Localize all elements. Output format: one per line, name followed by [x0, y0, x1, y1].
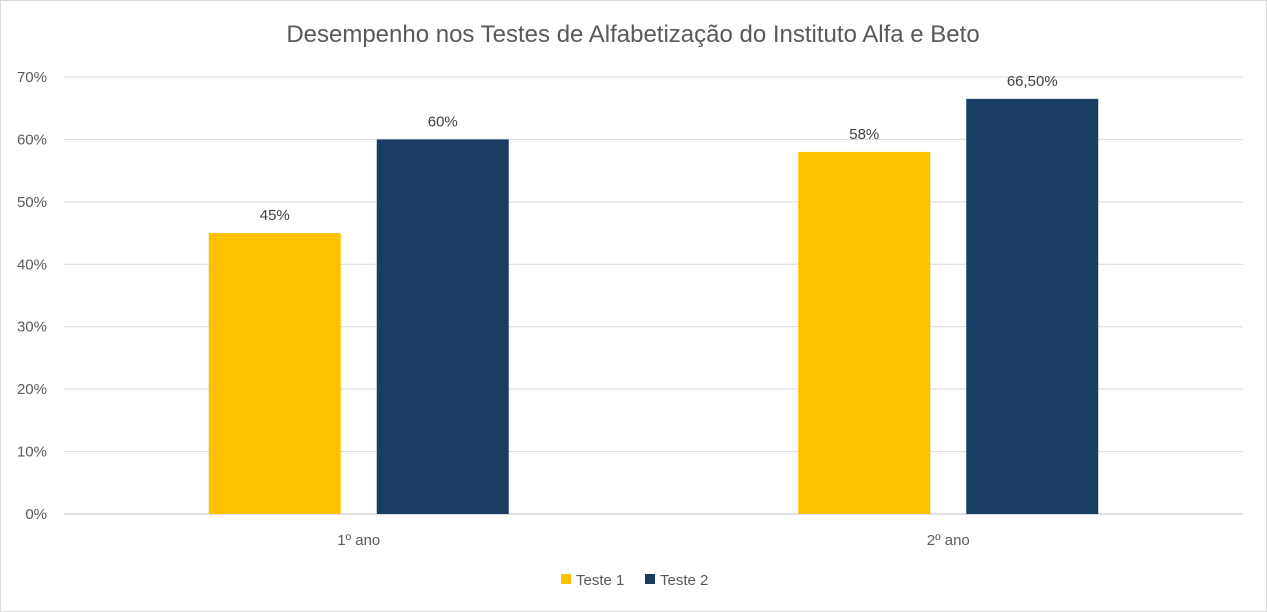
- bar: [966, 98, 1099, 514]
- x-axis: 1º ano 2º ano: [337, 532, 970, 549]
- legend-label: Teste 1: [576, 572, 624, 589]
- bar: [798, 151, 931, 514]
- y-tick-label: 60%: [17, 131, 47, 148]
- y-tick-label: 20%: [17, 381, 47, 398]
- bar: [208, 233, 341, 515]
- bar: [376, 139, 509, 514]
- y-axis: 0% 10% 20% 30% 40% 50% 60% 70%: [17, 69, 47, 523]
- legend-label: Teste 2: [660, 572, 708, 589]
- y-tick-label: 70%: [17, 69, 47, 86]
- legend: Teste 1 Teste 2: [561, 572, 708, 589]
- chart-title: Desempenho nos Testes de Alfabetização d…: [286, 21, 979, 48]
- data-label: 58%: [849, 126, 879, 143]
- data-label: 45%: [260, 207, 290, 224]
- y-tick-label: 0%: [25, 506, 47, 523]
- data-label: 66,50%: [1007, 73, 1058, 90]
- y-tick-label: 40%: [17, 256, 47, 273]
- legend-swatch: [561, 574, 571, 584]
- x-category-label: 2º ano: [927, 532, 970, 549]
- y-tick-label: 50%: [17, 194, 47, 211]
- bars: 45% 60% 58% 66,50%: [208, 73, 1099, 515]
- legend-swatch: [645, 574, 655, 584]
- y-tick-label: 30%: [17, 319, 47, 336]
- y-tick-label: 10%: [17, 444, 47, 461]
- data-label: 60%: [428, 113, 458, 130]
- x-category-label: 1º ano: [337, 532, 380, 549]
